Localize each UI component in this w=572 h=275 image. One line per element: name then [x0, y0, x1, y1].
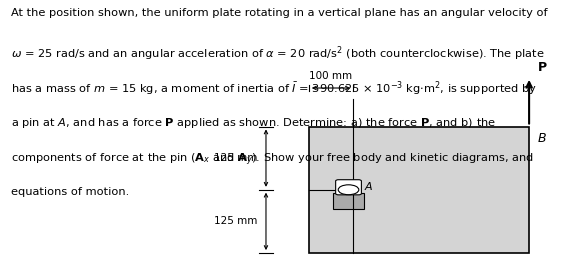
Text: components of force at the pin ($\mathbf{A}_x$ and $\mathbf{A}_y$). Show your fr: components of force at the pin ($\mathbf… — [11, 151, 534, 168]
Text: $\omega$ = 25 rad/s and an angular acceleration of $\alpha$ = 20 rad/s$^2$ (both: $\omega$ = 25 rad/s and an angular accel… — [11, 44, 545, 63]
Text: a pin at $A$, and has a force $\mathbf{P}$ applied as shown. Determine: a) the f: a pin at $A$, and has a force $\mathbf{P… — [11, 116, 496, 130]
Text: equations of motion.: equations of motion. — [11, 187, 130, 197]
Text: 125 mm: 125 mm — [214, 216, 257, 226]
Text: At the position shown, the uniform plate rotating in a vertical plane has an ang: At the position shown, the uniform plate… — [11, 8, 548, 18]
Bar — [309, 126, 529, 253]
Circle shape — [338, 185, 359, 195]
Bar — [333, 194, 364, 208]
Text: A: A — [364, 182, 372, 192]
FancyBboxPatch shape — [336, 180, 362, 195]
Text: 125 mm: 125 mm — [214, 153, 257, 163]
Text: P: P — [538, 61, 547, 74]
Text: B: B — [538, 132, 546, 145]
Text: 100 mm: 100 mm — [309, 71, 352, 81]
Text: has a mass of $m$ = 15 kg, a moment of inertia of $\bar{I}$ = 390.625 $\times$ 1: has a mass of $m$ = 15 kg, a moment of i… — [11, 80, 538, 98]
